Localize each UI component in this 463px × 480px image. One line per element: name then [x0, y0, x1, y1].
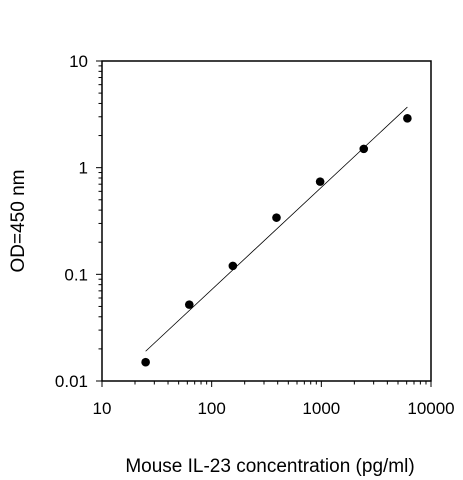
y-tick-label: 10: [69, 52, 88, 71]
x-tick-label: 100: [197, 399, 225, 418]
y-tick-label: 0.01: [55, 372, 88, 391]
data-point: [228, 261, 238, 271]
y-tick-label: 1: [79, 159, 88, 178]
fit-line: [145, 106, 408, 352]
data-point: [272, 213, 281, 222]
x-tick-label: 1000: [302, 399, 340, 418]
data-points: [141, 114, 412, 367]
x-axis-ticks: 10 100 1000 10000: [93, 381, 455, 418]
data-point: [141, 357, 150, 367]
data-point: [359, 144, 369, 154]
data-point: [184, 300, 194, 309]
y-axis-title: OD=450 nm: [8, 170, 29, 273]
data-point: [315, 177, 325, 186]
data-point: [403, 114, 412, 123]
plot-area-frame: [101, 60, 432, 382]
y-axis-ticks: 0.01 0.1 1 10: [55, 52, 102, 391]
x-tick-label: 10000: [407, 399, 454, 418]
y-tick-label: 0.1: [64, 265, 88, 284]
x-axis-title: Mouse IL-23 concentration (pg/ml): [125, 456, 414, 477]
x-tick-label: 10: [93, 399, 112, 418]
